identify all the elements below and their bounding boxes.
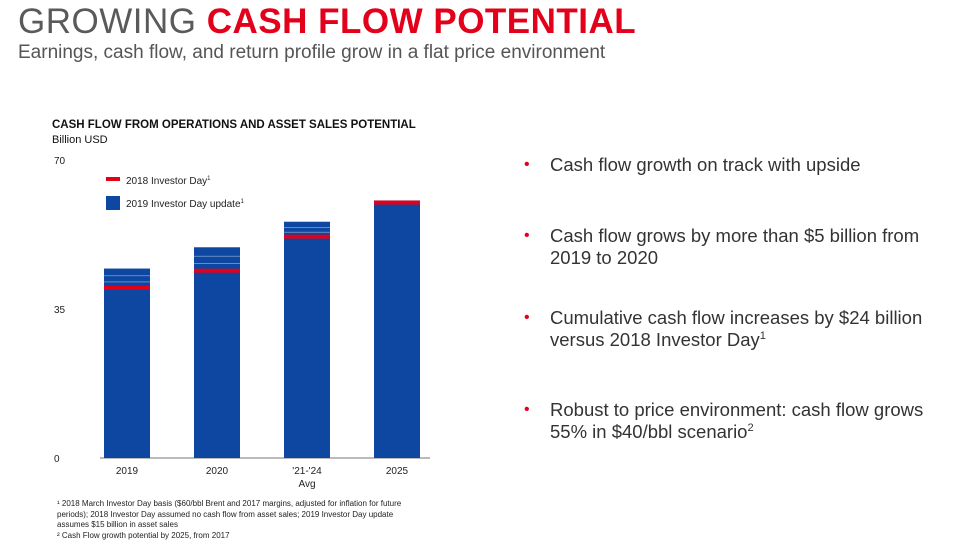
title-plain: GROWING <box>18 2 207 41</box>
footnote-2: ² Cash Flow growth potential by 2025, fr… <box>57 530 230 540</box>
marker-2018-investor-day <box>104 285 150 290</box>
marker-2018-investor-day <box>284 234 330 239</box>
bar-2019-investor-day-update <box>194 247 240 458</box>
cash-flow-bar-chart: 0 35 70 2019 2020 '21-'24 Avg 2025 2018 Investor… <box>54 156 430 490</box>
bullet-dot-icon: • <box>524 227 530 244</box>
bar-2019-investor-day-update <box>104 268 150 458</box>
legend-swatch-2019 <box>106 196 120 210</box>
footnote-1: ¹ 2018 March Investor Day basis ($60/bbl… <box>57 499 402 529</box>
x-tick-label: 2019 <box>116 466 139 477</box>
x-tick-label: 2025 <box>386 466 409 477</box>
marker-2018-investor-day <box>194 268 240 273</box>
bullet-dot-icon: • <box>524 156 530 173</box>
bullet-text: Robust to price environment: cash flow g… <box>550 399 924 442</box>
y-tick-label: 35 <box>54 305 66 316</box>
bullet-text: Cash flow growth on track with upside <box>550 154 861 175</box>
bullet-item: • Robust to price environment: cash flow … <box>524 399 954 443</box>
x-tick-label: '21-'24 <box>292 466 322 477</box>
x-tick-sublabel: Avg <box>298 479 315 490</box>
y-tick-label: 0 <box>54 454 60 465</box>
bullet-text: Cash flow grows by more than $5 billion … <box>550 225 920 268</box>
chart-title: CASH FLOW FROM OPERATIONS AND ASSET SALE… <box>52 119 416 131</box>
bar-2019-investor-day-update <box>284 221 330 458</box>
bullet-footnote-mark: 2 <box>747 421 754 434</box>
bullet-list: • Cash flow growth on track with upside •… <box>524 154 954 443</box>
bullet-text: Cumulative cash flow increases by $24 bi… <box>550 307 923 350</box>
chart-unit-label: Billion USD <box>52 134 108 146</box>
bullet-item: • Cash flow growth on track with upside <box>524 154 954 176</box>
x-tick-label: 2020 <box>206 466 229 477</box>
legend-label-2019: 2019 Investor Day update1 <box>126 199 245 210</box>
bullet-footnote-mark: 1 <box>759 329 766 342</box>
bullet-dot-icon: • <box>524 309 530 326</box>
page-subtitle: Earnings, cash flow, and return profile … <box>18 42 606 63</box>
bar-2019-investor-day-update <box>374 200 420 458</box>
page-title: GROWING CASH FLOW POTENTIAL <box>18 2 636 42</box>
marker-2018-investor-day <box>374 200 420 205</box>
bullet-item: • Cash flow grows by more than $5 billion… <box>524 225 954 269</box>
legend-swatch-2018 <box>106 177 120 181</box>
footnotes: ¹ 2018 March Investor Day basis ($60/bbl… <box>57 499 427 541</box>
bullet-dot-icon: • <box>524 401 530 418</box>
y-tick-label: 70 <box>54 156 66 167</box>
title-accent: CASH FLOW POTENTIAL <box>206 2 637 41</box>
legend-label-2018: 2018 Investor Day1 <box>126 176 211 187</box>
bullet-item: • Cumulative cash flow increases by $24 b… <box>524 307 954 351</box>
